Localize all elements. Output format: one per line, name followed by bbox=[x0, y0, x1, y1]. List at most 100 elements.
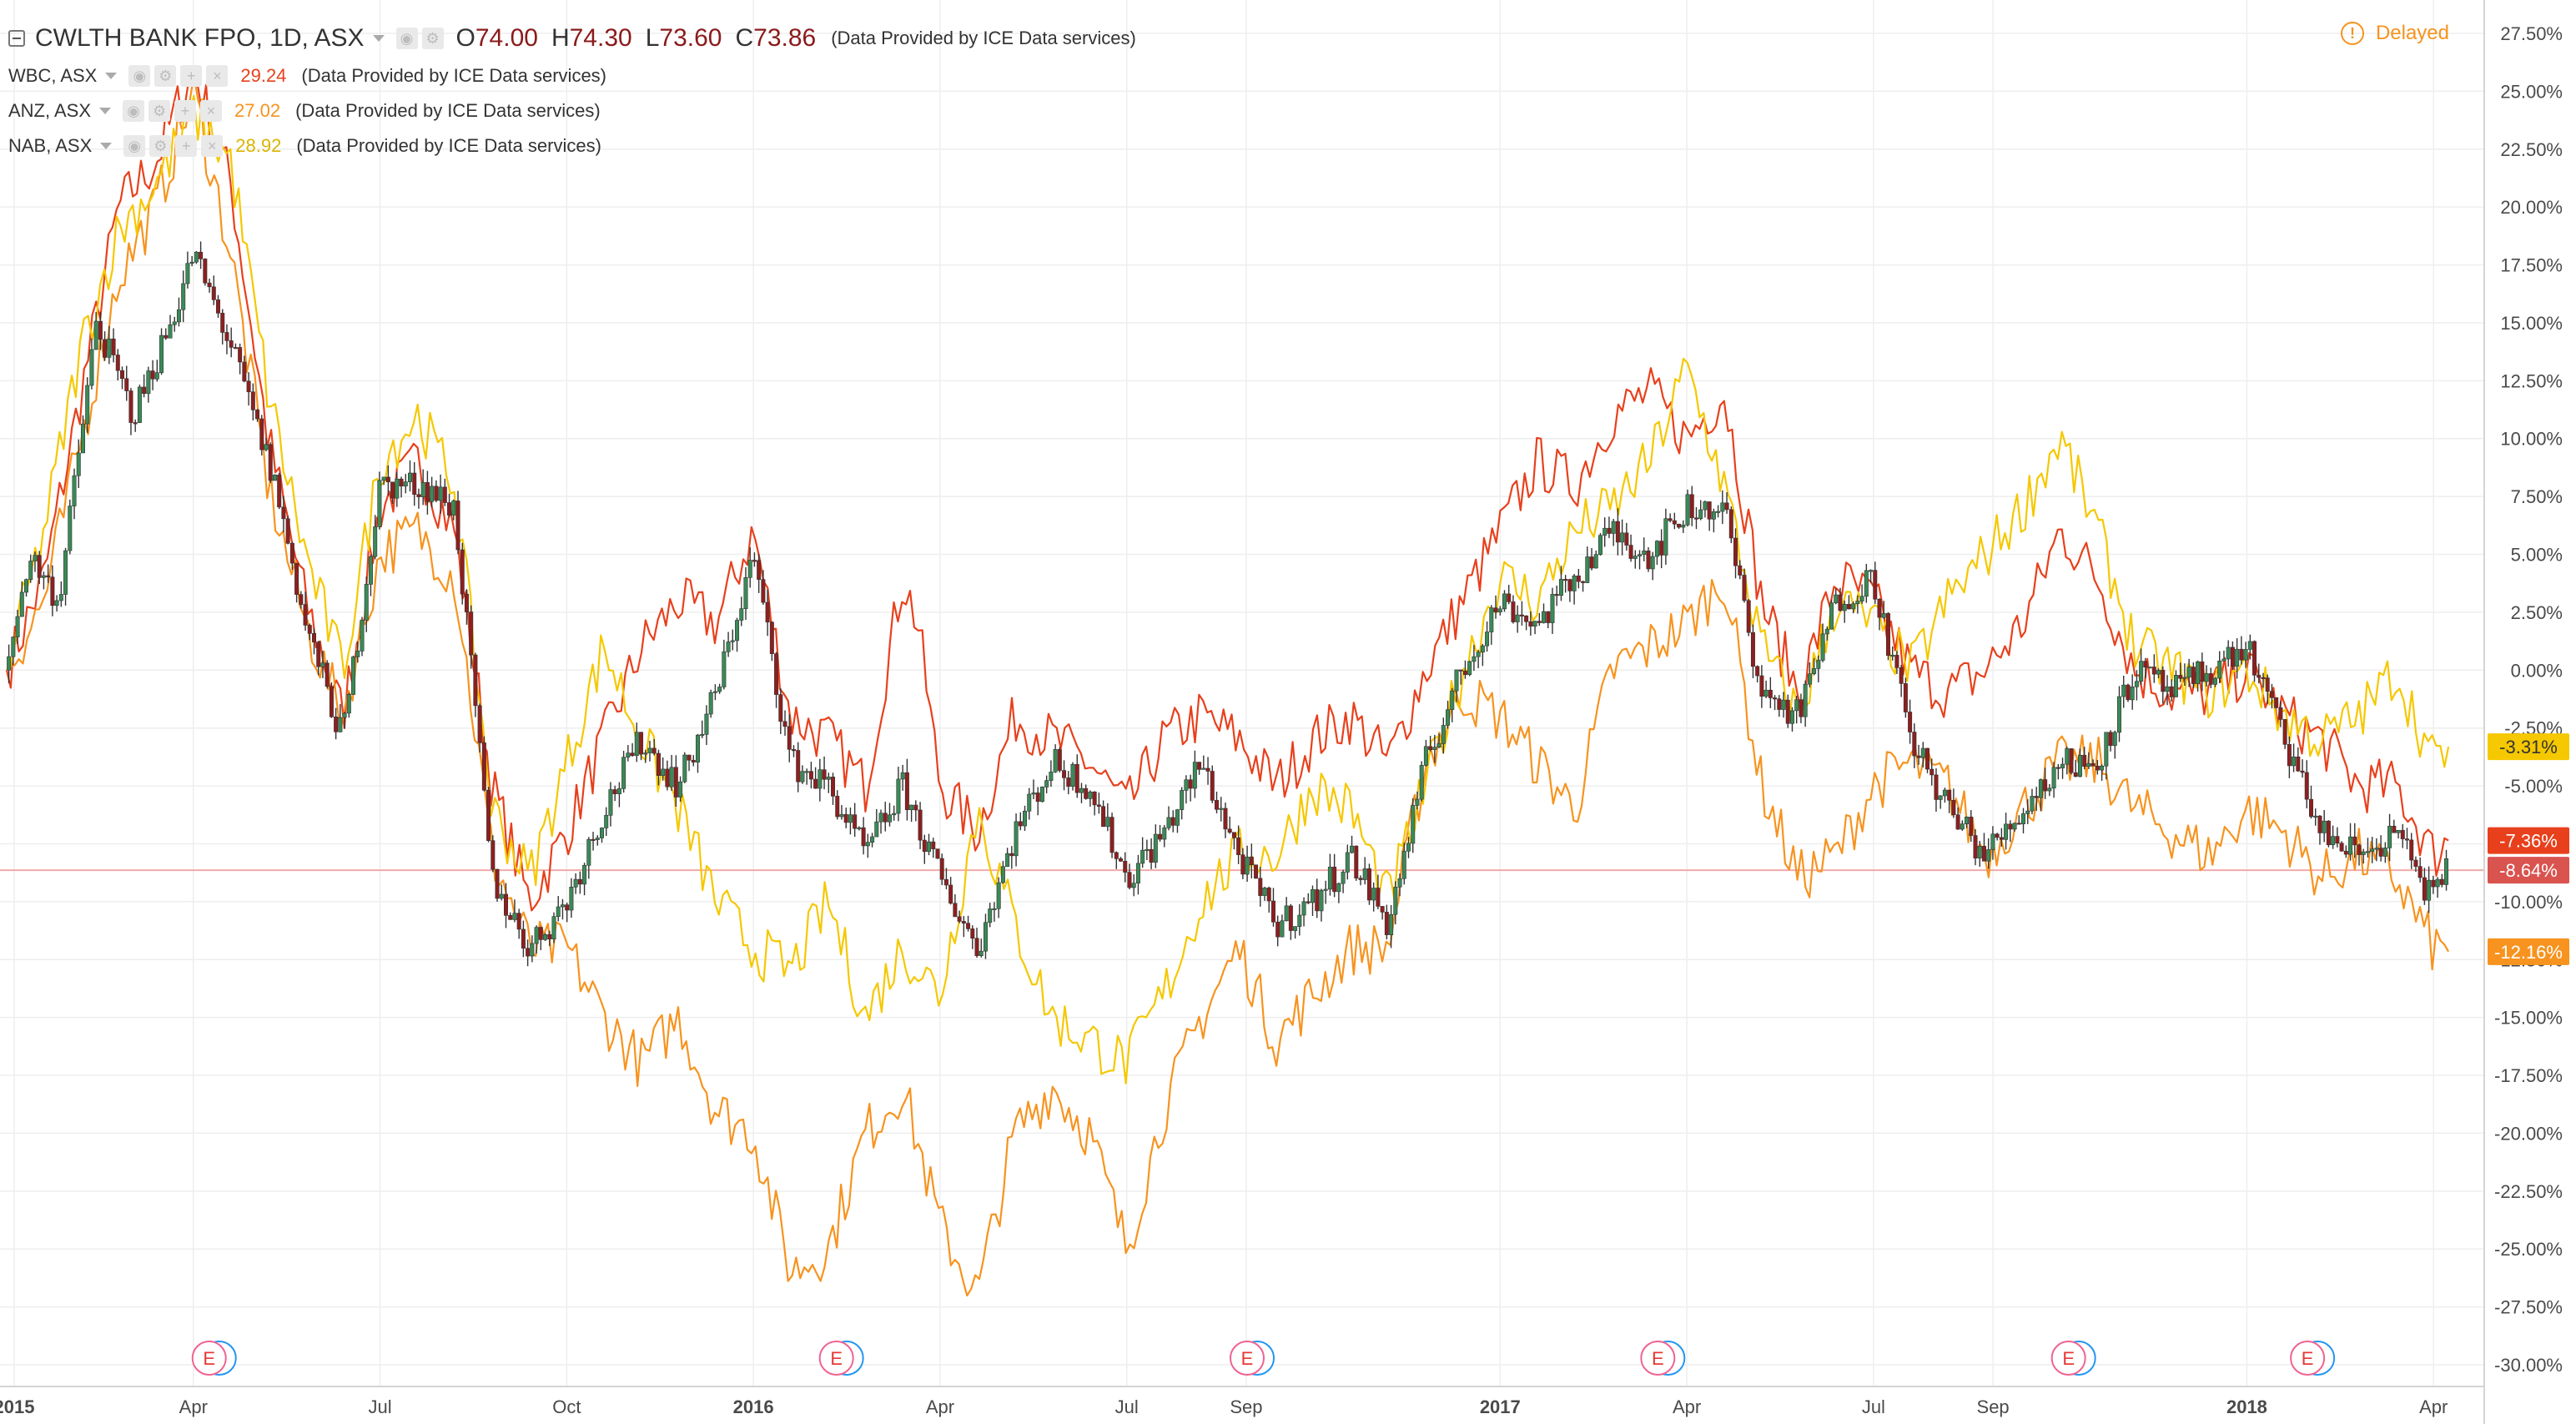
candle-body bbox=[194, 251, 199, 263]
candle-body bbox=[904, 772, 909, 811]
gear-icon[interactable]: ⚙ bbox=[149, 135, 172, 157]
candle-body bbox=[133, 422, 138, 425]
candle-body bbox=[1458, 669, 1463, 672]
gear-icon[interactable]: ⚙ bbox=[154, 65, 177, 87]
candle-body bbox=[757, 560, 762, 580]
candle-body bbox=[708, 692, 713, 715]
plus-icon[interactable]: + bbox=[180, 65, 203, 87]
comparison-symbol[interactable]: ANZ, ASX bbox=[8, 100, 92, 121]
candle-body bbox=[2226, 647, 2231, 660]
candle-body bbox=[1350, 845, 1355, 853]
candle-body bbox=[2444, 858, 2449, 885]
candle-body bbox=[678, 781, 683, 798]
candle-body bbox=[1192, 762, 1197, 789]
candle-body bbox=[486, 789, 491, 841]
candle-body bbox=[294, 562, 299, 595]
candle-body bbox=[1140, 849, 1145, 864]
comparison-symbol[interactable]: NAB, ASX bbox=[8, 135, 93, 156]
collapse-legend-button[interactable] bbox=[8, 30, 25, 47]
candle-body bbox=[338, 717, 343, 732]
candle-body bbox=[1685, 494, 1690, 526]
candle-body bbox=[547, 934, 552, 940]
comparison-symbol[interactable]: WBC, ASX bbox=[8, 65, 98, 86]
candle-body bbox=[351, 657, 356, 695]
candle-body bbox=[1720, 502, 1725, 512]
gear-icon[interactable]: ⚙ bbox=[148, 100, 171, 122]
earnings-event-marker[interactable] bbox=[2050, 1341, 2086, 1376]
candle-body bbox=[2292, 756, 2297, 767]
candle-body bbox=[2265, 677, 2270, 692]
main-symbol[interactable]: CWLTH BANK FPO, 1D, ASX bbox=[35, 24, 365, 52]
candle-body bbox=[983, 922, 988, 952]
chevron-down-icon[interactable] bbox=[100, 143, 113, 149]
candle-body bbox=[416, 494, 421, 497]
candle-body bbox=[1681, 524, 1686, 528]
price-axis-label: -10.00% bbox=[2494, 892, 2563, 913]
candle-body bbox=[2361, 851, 2366, 855]
chevron-down-icon[interactable] bbox=[99, 108, 112, 114]
candle-body bbox=[2117, 696, 2122, 733]
earnings-event-marker[interactable] bbox=[1230, 1341, 1265, 1376]
candle-body bbox=[1646, 551, 1651, 570]
candle-body bbox=[2034, 796, 2039, 798]
candle-body bbox=[1039, 787, 1044, 803]
close-icon[interactable]: × bbox=[206, 65, 229, 87]
candle-body bbox=[922, 839, 927, 853]
earnings-event-marker[interactable] bbox=[1640, 1341, 1676, 1376]
delayed-indicator[interactable]: ! Delayed bbox=[2340, 22, 2449, 45]
candle-body bbox=[2235, 648, 2240, 667]
candle-body bbox=[1319, 889, 1324, 912]
candle-body bbox=[1411, 805, 1416, 844]
candle-body bbox=[1275, 921, 1280, 938]
legend-row-wbc: WBC, ASX ◉ ⚙ + × 29.24 (Data Provided by IC… bbox=[8, 58, 1136, 93]
candle-body bbox=[927, 841, 932, 853]
candle-body bbox=[1336, 883, 1341, 893]
close-icon[interactable]: × bbox=[201, 135, 224, 157]
candle-body bbox=[1170, 817, 1175, 826]
eye-icon[interactable]: ◉ bbox=[123, 100, 145, 122]
candle-body bbox=[1742, 575, 1747, 601]
eye-icon[interactable]: ◉ bbox=[123, 135, 146, 157]
candle-body bbox=[2060, 763, 2065, 768]
candle-body bbox=[1773, 697, 1778, 700]
earnings-event-marker[interactable] bbox=[191, 1341, 227, 1376]
chevron-down-icon[interactable] bbox=[105, 73, 118, 79]
candle-body bbox=[277, 475, 282, 508]
candle-body bbox=[495, 868, 500, 899]
eye-icon[interactable]: ◉ bbox=[395, 28, 418, 49]
gear-icon[interactable]: ⚙ bbox=[421, 28, 444, 49]
open-label: O bbox=[455, 24, 475, 52]
candle-body bbox=[2435, 878, 2440, 888]
eye-icon[interactable]: ◉ bbox=[128, 65, 151, 87]
candle-body bbox=[2012, 823, 2017, 830]
plus-icon[interactable]: + bbox=[175, 135, 198, 157]
close-icon[interactable]: × bbox=[200, 100, 223, 122]
candle-body bbox=[233, 347, 238, 350]
plus-icon[interactable]: + bbox=[174, 100, 197, 122]
last-value-label: -8.64% bbox=[2499, 860, 2558, 881]
candle-body bbox=[1912, 732, 1917, 757]
chevron-down-icon[interactable] bbox=[372, 35, 385, 42]
legend-row-nab: NAB, ASX ◉ ⚙ + × 28.92 (Data Provided by IC… bbox=[8, 128, 1136, 164]
candle-body bbox=[957, 916, 962, 922]
candle-body bbox=[1672, 520, 1677, 525]
candle-body bbox=[1023, 810, 1028, 827]
candle-body bbox=[2208, 673, 2213, 685]
candle-body bbox=[355, 651, 360, 657]
candle-body bbox=[2191, 667, 2196, 684]
candle-body bbox=[2047, 787, 2052, 792]
candle-body bbox=[988, 908, 993, 923]
candle-body bbox=[1489, 607, 1494, 632]
candle-body bbox=[1707, 501, 1712, 520]
candle-body bbox=[2413, 859, 2418, 867]
candle-body bbox=[1677, 523, 1682, 528]
candle-body bbox=[1301, 901, 1306, 916]
candle-body bbox=[1576, 575, 1581, 582]
earnings-event-marker[interactable] bbox=[2290, 1341, 2326, 1376]
candle-body bbox=[765, 601, 770, 623]
earnings-event-marker[interactable] bbox=[818, 1341, 854, 1376]
candle-body bbox=[2126, 684, 2131, 701]
candle-body bbox=[939, 858, 944, 880]
